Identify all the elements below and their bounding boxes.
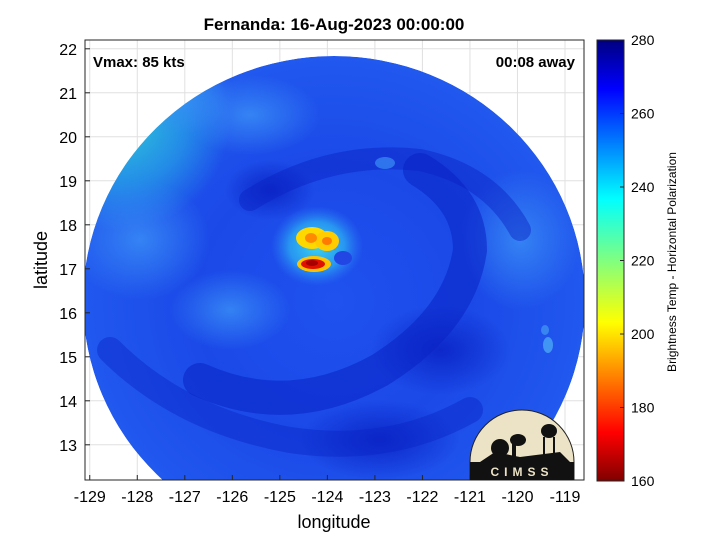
water-tower-icon (541, 424, 557, 438)
logo-building (480, 452, 570, 462)
y-tick-label: 22 (59, 42, 77, 59)
colorbar-tick-label: 260 (631, 106, 655, 122)
logo-mast (512, 444, 516, 460)
colorbar-label: Brightness Temp - Horizontal Polarizatio… (665, 152, 679, 372)
y-tick-label: 17 (59, 262, 77, 279)
x-tick-label: -125 (264, 489, 296, 506)
bright-spot (543, 337, 553, 353)
light-band (170, 270, 290, 350)
dark-band (225, 160, 315, 220)
x-axis-label: longitude (297, 512, 370, 532)
x-tick-label: -120 (501, 489, 533, 506)
x-tick-label: -121 (454, 489, 486, 506)
y-tick-label: 15 (59, 350, 77, 367)
colorbar-tick-label: 180 (631, 400, 655, 416)
y-tick-label: 16 (59, 306, 77, 323)
x-tick-label: -124 (311, 489, 343, 506)
water-tower-leg (553, 437, 555, 462)
core-warm-cell (322, 237, 332, 245)
colorbar-ticks: 160 180 200 220 240 260 280 (620, 32, 655, 489)
storm-core (271, 206, 363, 286)
x-tick-label: -126 (216, 489, 248, 506)
light-band (180, 75, 320, 155)
y-tick-label: 18 (59, 218, 77, 235)
bright-spot (375, 157, 395, 169)
bright-spot (541, 325, 549, 335)
y-tick-label: 21 (59, 86, 77, 103)
water-tower-leg (543, 437, 545, 462)
eye-center (334, 251, 352, 265)
core-warm-cell (305, 233, 317, 243)
y-tick-label: 19 (59, 174, 77, 191)
light-band (460, 170, 580, 310)
x-tick-label: -129 (74, 489, 106, 506)
colorbar-tick-label: 220 (631, 253, 655, 269)
colorbar-tick-label: 160 (631, 473, 655, 489)
y-tick-label: 13 (59, 438, 77, 455)
vmax-annotation: Vmax: 85 kts (93, 54, 185, 71)
y-tick-label: 14 (59, 394, 77, 411)
y-axis-label: latitude (31, 231, 51, 289)
cimss-logo: CIMSS (469, 409, 575, 481)
light-band (85, 180, 210, 300)
x-tick-label: -123 (359, 489, 391, 506)
logo-text: CIMSS (490, 465, 553, 479)
logo-banner (470, 462, 574, 480)
colorbar-tick-label: 200 (631, 326, 655, 342)
x-axis: -129 -128 -127 -126 -125 -124 -123 -122 -121 -120… (74, 475, 581, 506)
colorbar (596, 39, 625, 482)
core-hot-cell (306, 260, 318, 266)
y-axis: 13 14 15 16 17 18 19 20 21 22 (59, 42, 90, 455)
axes-frame (84, 39, 585, 481)
away-annotation: 00:08 away (496, 54, 576, 71)
x-tick-label: -119 (550, 489, 581, 506)
dark-band (300, 400, 460, 480)
dark-band (370, 305, 510, 395)
colorbar-tick-label: 240 (631, 179, 655, 195)
x-tick-label: -122 (406, 489, 438, 506)
colorbar-tick-label: 280 (631, 32, 655, 48)
satellite-dish-icon (510, 434, 526, 446)
chart-title: Fernanda: 16-Aug-2023 00:00:00 (204, 15, 465, 34)
x-tick-label: -128 (121, 489, 153, 506)
x-tick-label: -127 (169, 489, 201, 506)
y-tick-label: 20 (59, 130, 77, 147)
